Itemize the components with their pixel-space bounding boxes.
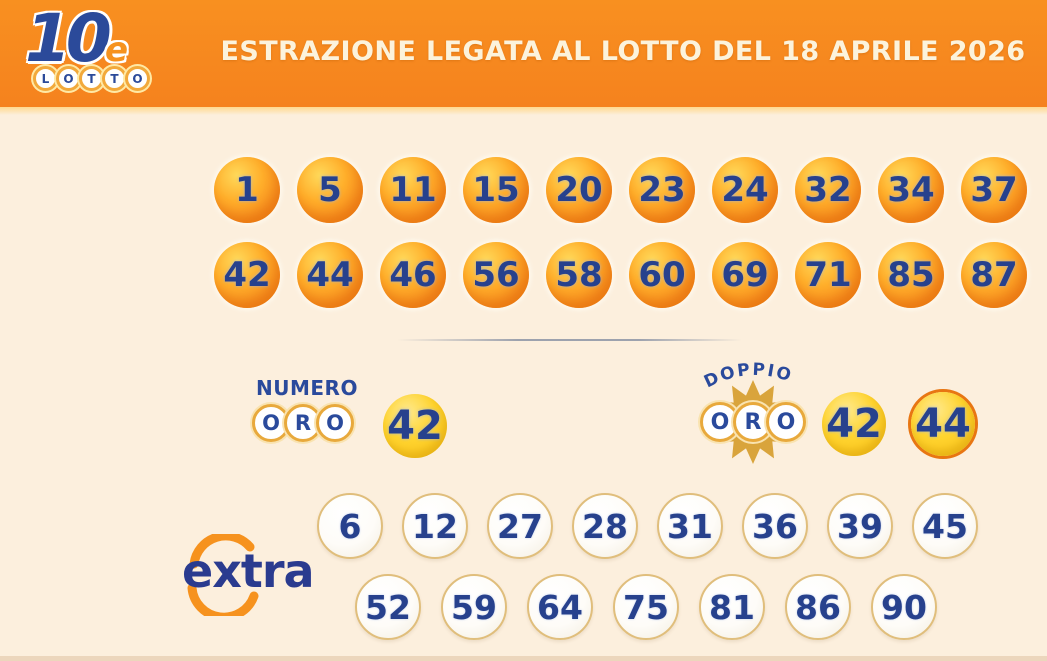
doppio-oro-second-ball: 44 bbox=[911, 392, 975, 456]
extra-number-ball: 27 bbox=[487, 493, 553, 559]
extra-number-ball: 45 bbox=[912, 493, 978, 559]
drawn-number-ball: 11 bbox=[380, 157, 446, 223]
drawn-number-ball: 58 bbox=[546, 242, 612, 308]
doppio-oro-logo: O R O bbox=[700, 402, 806, 442]
extra-number-ball: 12 bbox=[402, 493, 468, 559]
oro-letter-circle: O bbox=[766, 402, 806, 442]
numero-oro-label: NUMERO bbox=[256, 376, 358, 400]
extra-number-ball: 28 bbox=[572, 493, 638, 559]
draw-title: ESTRAZIONE LEGATA AL LOTTO DEL 18 APRILE… bbox=[220, 36, 1026, 67]
main-draw-row-2: 42 44 46 56 58 60 69 71 85 87 bbox=[214, 242, 1027, 308]
extra-number-ball: 6 bbox=[317, 493, 383, 559]
logo-lotto-ball: O bbox=[125, 66, 150, 91]
drawn-number-ball: 32 bbox=[795, 157, 861, 223]
drawn-number-ball: 20 bbox=[546, 157, 612, 223]
drawn-number-ball: 42 bbox=[214, 242, 280, 308]
extra-number-ball: 39 bbox=[827, 493, 893, 559]
numero-oro-logo: O R O bbox=[252, 404, 354, 442]
extra-number-ball: 36 bbox=[742, 493, 808, 559]
doppio-oro-label-text: DOPPIO bbox=[701, 360, 793, 392]
extra-number-ball: 64 bbox=[527, 574, 593, 640]
extra-number-ball: 90 bbox=[871, 574, 937, 640]
doppio-oro-label: DOPPIO bbox=[701, 360, 795, 392]
numero-oro-ball: 42 bbox=[383, 394, 447, 458]
logo-e-text: e bbox=[105, 30, 129, 70]
section-divider bbox=[397, 339, 742, 341]
extra-number-ball: 52 bbox=[355, 574, 421, 640]
header-fade bbox=[0, 107, 1047, 115]
extra-number-ball: 59 bbox=[441, 574, 507, 640]
drawn-number-ball: 46 bbox=[380, 242, 446, 308]
extra-row-2: 52 59 64 75 81 86 90 bbox=[355, 574, 937, 640]
extra-number-ball: 86 bbox=[785, 574, 851, 640]
logo-lotto-ball: O bbox=[56, 66, 81, 91]
drawn-number-ball: 71 bbox=[795, 242, 861, 308]
extra-number-ball: 75 bbox=[613, 574, 679, 640]
drawn-number-ball: 24 bbox=[712, 157, 778, 223]
logo-lotto-ball: T bbox=[79, 66, 104, 91]
drawn-number-ball: 87 bbox=[961, 242, 1027, 308]
oro-letter-circle: R bbox=[284, 404, 322, 442]
drawn-number-ball: 60 bbox=[629, 242, 695, 308]
logo-lotto-ball: L bbox=[33, 66, 58, 91]
logo-ten-text: 10 bbox=[25, 0, 112, 77]
extra-logo-text: extra bbox=[182, 544, 315, 598]
extra-number-ball: 81 bbox=[699, 574, 765, 640]
extra-row-1: 6 12 27 28 31 36 39 45 bbox=[317, 493, 978, 559]
drawn-number-ball: 37 bbox=[961, 157, 1027, 223]
logo-lotto-balls: L O T T O bbox=[33, 66, 150, 91]
header-band bbox=[0, 0, 1047, 107]
drawn-number-ball: 15 bbox=[463, 157, 529, 223]
drawn-number-ball: 1 bbox=[214, 157, 280, 223]
drawn-number-ball: 56 bbox=[463, 242, 529, 308]
logo-lotto-ball: T bbox=[102, 66, 127, 91]
drawn-number-ball: 85 bbox=[878, 242, 944, 308]
bottom-edge-strip bbox=[0, 656, 1047, 661]
extra-number-ball: 31 bbox=[657, 493, 723, 559]
drawn-number-ball: 44 bbox=[297, 242, 363, 308]
main-draw-row-1: 1 5 11 15 20 23 24 32 34 37 bbox=[214, 157, 1027, 223]
doppio-oro-first-ball: 42 bbox=[822, 392, 886, 456]
drawn-number-ball: 5 bbox=[297, 157, 363, 223]
extra-logo-arcs-icon bbox=[187, 534, 259, 616]
oro-letter-circle: O bbox=[252, 404, 290, 442]
drawn-number-ball: 34 bbox=[878, 157, 944, 223]
svg-text:DOPPIO: DOPPIO bbox=[701, 360, 795, 392]
drawn-number-ball: 69 bbox=[712, 242, 778, 308]
drawn-number-ball: 23 bbox=[629, 157, 695, 223]
ten-e-lotto-logo: 10 e L O T T O bbox=[25, 0, 165, 102]
oro-letter-circle: O bbox=[316, 404, 354, 442]
